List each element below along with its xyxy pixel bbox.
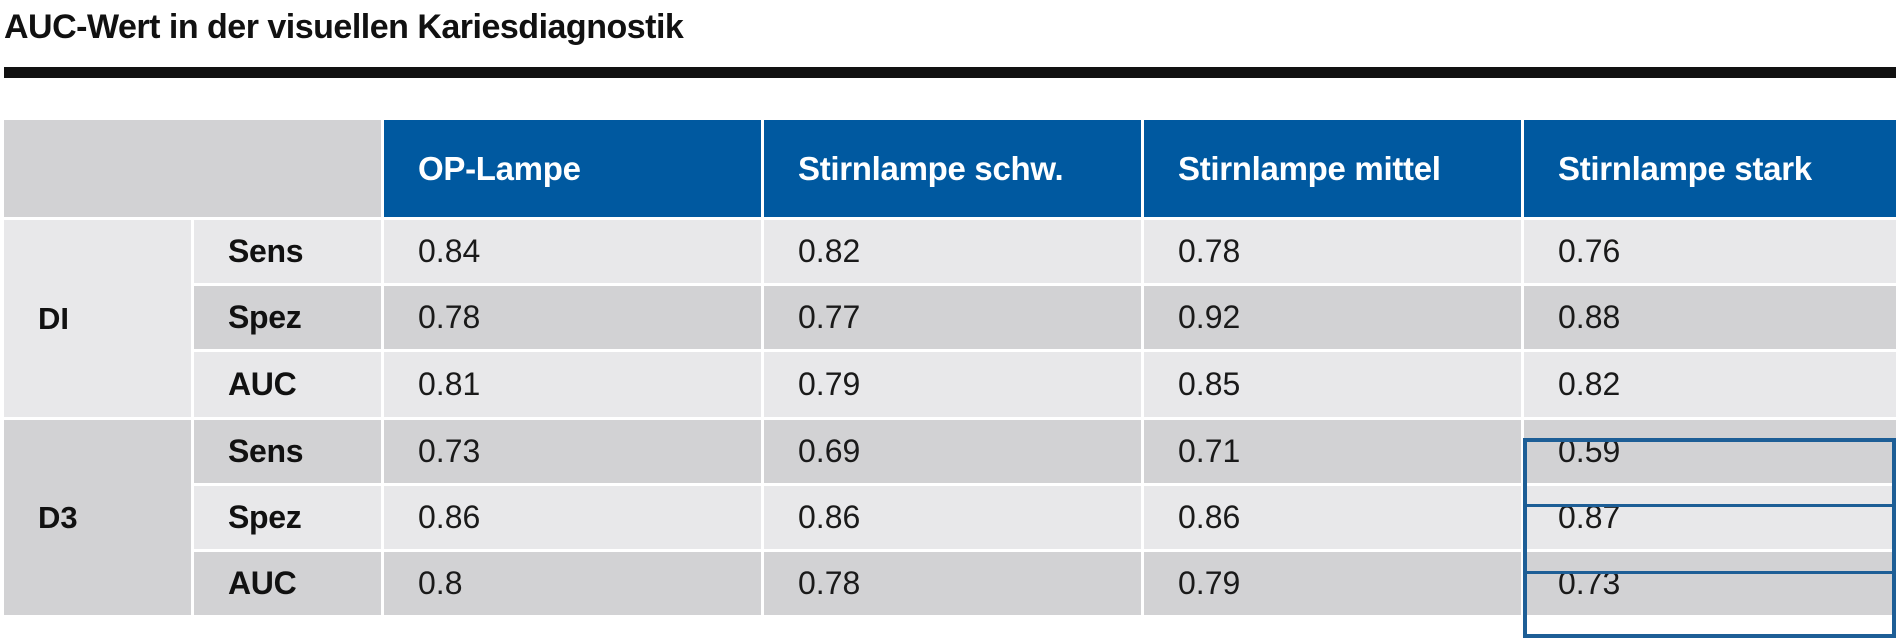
table-cell: 0.78 [764, 552, 1144, 618]
metric-label: AUC [194, 552, 384, 618]
table-cell: 0.86 [384, 486, 764, 552]
table-row: AUC 0.81 0.79 0.85 0.82 [4, 352, 1896, 420]
column-header: Stirnlampe mittel [1144, 120, 1524, 220]
table-cell: 0.82 [1524, 352, 1896, 420]
table-cell: 0.85 [1144, 352, 1524, 420]
table-cell: 0.78 [1144, 220, 1524, 286]
auc-table: OP-Lampe Stirnlampe schw. Stirnlampe mit… [4, 120, 1896, 618]
table-cell: 0.81 [384, 352, 764, 420]
group-label-d3: D3 [4, 420, 194, 618]
metric-label: Sens [194, 420, 384, 486]
table-cell: 0.88 [1524, 286, 1896, 352]
title-rule [4, 67, 1896, 78]
table-cell: 0.69 [764, 420, 1144, 486]
table-cell: 0.82 [764, 220, 1144, 286]
header-empty-cell [4, 120, 384, 220]
table-cell: 0.87 [1524, 486, 1896, 552]
table-cell: 0.79 [1144, 552, 1524, 618]
table-row: D3 Sens 0.73 0.69 0.71 0.59 [4, 420, 1896, 618]
column-header: Stirnlampe schw. [764, 120, 1144, 220]
table-cell: 0.8 [384, 552, 764, 618]
table-row: Spez 0.86 0.86 0.86 0.87 [4, 486, 1896, 552]
table-cell: 0.71 [1144, 420, 1524, 486]
table-cell: 0.78 [384, 286, 764, 352]
metric-label: Spez [194, 286, 384, 352]
table-row: AUC 0.8 0.78 0.79 0.73 [4, 552, 1896, 618]
table-cell: 0.76 [1524, 220, 1896, 286]
table-cell: 0.77 [764, 286, 1144, 352]
metric-label: Spez [194, 486, 384, 552]
group-label-di: DI [4, 220, 194, 420]
table-cell: 0.86 [764, 486, 1144, 552]
table-row: DI Sens 0.84 0.82 0.78 0.76 [4, 220, 1896, 420]
table-cell: 0.79 [764, 352, 1144, 420]
table-cell: 0.92 [1144, 286, 1524, 352]
metric-label: Sens [194, 220, 384, 286]
table-row: Spez 0.78 0.77 0.92 0.88 [4, 286, 1896, 352]
column-header: OP-Lampe [384, 120, 764, 220]
table-cell: 0.73 [384, 420, 764, 486]
table-cell: 0.73 [1524, 552, 1896, 618]
page-title: AUC-Wert in der visuellen Kariesdiagnost… [4, 8, 684, 46]
table-cell: 0.86 [1144, 486, 1524, 552]
table-header-row: OP-Lampe Stirnlampe schw. Stirnlampe mit… [4, 120, 1896, 220]
table-cell: 0.84 [384, 220, 764, 286]
column-header: Stirnlampe stark [1524, 120, 1896, 220]
table-cell: 0.59 [1524, 420, 1896, 486]
metric-label: AUC [194, 352, 384, 420]
